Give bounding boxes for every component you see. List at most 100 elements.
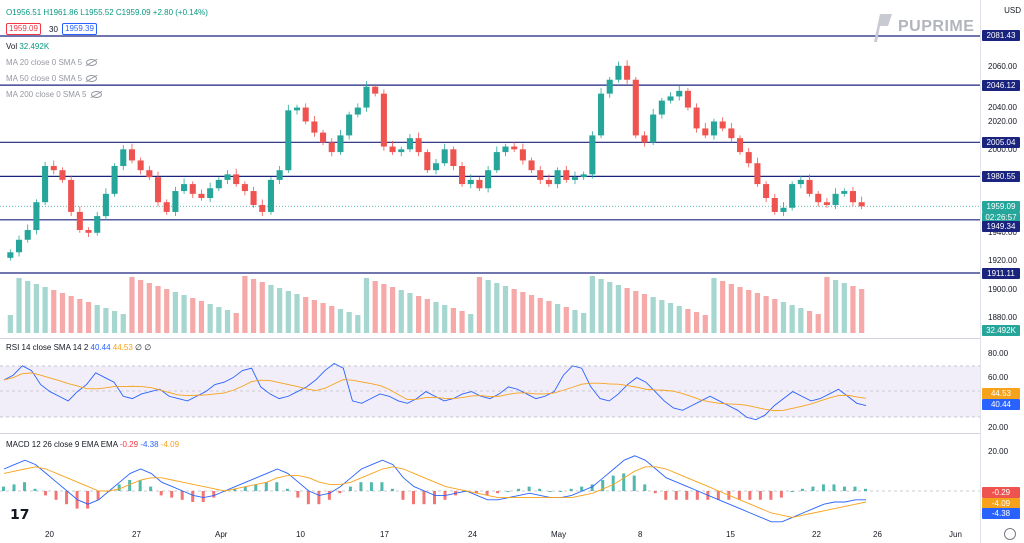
candle-body [806,179,813,194]
level-price-tag: 2046.12 [982,80,1020,91]
candle-body [259,204,266,212]
candle-body [285,110,292,171]
candle-body [50,166,57,171]
x-axis-tick: 27 [132,530,141,539]
volume-bar [224,310,231,333]
volume-tag: 32.492K [982,325,1020,336]
brand-name: PUPRIME [898,18,975,35]
macd-histogram-bar [411,491,415,505]
rsi-value-tag: 40.44 [982,399,1020,410]
candle-body [737,138,744,153]
candle-body [606,79,613,94]
candle-body [389,146,396,153]
macd-histogram-bar [611,475,615,491]
candle-body [728,128,735,139]
volume-bar [815,314,821,333]
volume-bar [146,283,152,333]
macd-histogram-bar [559,491,563,492]
candle-body [102,193,109,217]
buy-price-box[interactable]: 1959.39 [62,23,97,35]
price-chart-canvas[interactable] [0,0,980,543]
hidden-eye-icon[interactable] [90,91,102,99]
volume-bar [780,302,787,333]
volume-bar [207,304,213,333]
x-axis-tick: 26 [873,530,882,539]
macd-histogram-bar [864,488,867,491]
volume-bar [711,278,717,333]
volume-bar [607,282,613,333]
volume-bar [502,286,509,333]
candle-body [858,202,865,207]
price-axis-tick: 2020.00 [988,117,1017,126]
sell-price-box[interactable]: 1959.09 [6,23,41,35]
candle-body [372,86,379,94]
ma20-legend[interactable]: MA 20 close 0 SMA 5 [6,58,98,67]
candle-body [302,107,309,122]
candle-body [267,179,274,212]
volume-bar [641,294,648,333]
candle-body [320,132,327,143]
macd-histogram-bar [821,484,825,491]
candle-body [128,149,135,161]
volume-bar [555,304,561,333]
volume-bar [320,303,326,333]
hidden-eye-icon[interactable] [86,59,98,67]
volume-bar [198,301,205,333]
candle-body [684,90,691,108]
macd-histogram-bar [433,491,436,505]
volume-bar [398,290,404,333]
macd-histogram-bar [369,482,373,491]
rsi-band [0,366,980,417]
candle-body [780,207,787,212]
volume-bar [190,298,196,333]
candle-body [667,96,674,101]
macd-histogram-bar [517,488,521,491]
volume-bar [363,278,370,333]
candle-body [59,170,66,180]
candle-body [580,174,587,178]
candle-body [207,188,214,199]
rsi-line [3,362,867,421]
price-axis-tick: 1900.00 [988,285,1017,294]
candle-body [76,211,83,231]
candle-body [493,152,500,171]
candle-body [537,170,544,180]
macd-histogram-bar [622,473,626,491]
macd-line [3,455,866,523]
candle-body [328,142,335,153]
currency-label[interactable]: USD [1004,6,1021,15]
candle-body [224,174,231,180]
macd-histogram-bar [475,491,479,494]
candle-body [763,184,770,199]
macd-divider [0,433,1024,434]
ma50-legend[interactable]: MA 50 close 0 SMA 5 [6,74,98,83]
rsi-divider [0,338,1024,339]
candle-body [745,152,752,164]
volume-bar [311,300,317,333]
macd-histogram-bar [527,486,531,491]
rsi-sma-tag: 44.53 [982,388,1020,399]
volume-bar [720,281,726,333]
volume-bar [824,277,830,333]
hidden-eye-icon[interactable] [86,75,98,83]
last-price-tag: 1959.09 [982,201,1020,212]
candle-body [676,90,683,97]
volume-bar [485,280,491,333]
macd-signal-line [3,466,867,518]
candle-body [545,179,552,185]
ma200-legend[interactable]: MA 200 close 0 SMA 5 [6,90,102,99]
volume-bar [494,283,500,333]
macd-legend: MACD 12 26 close 9 EMA EMA -0.29 -4.38 -… [6,440,180,449]
rsi-axis-tick: 80.00 [988,349,1009,358]
macd-hist-tag: -0.29 [982,487,1020,498]
volume-bar [216,307,222,333]
macd-histogram-bar [664,491,668,500]
macd-histogram-bar [716,491,720,500]
macd-value-tag: -4.38 [982,508,1020,519]
x-axis-tick: 24 [468,530,477,539]
settings-gear-icon[interactable] [1004,528,1016,540]
macd-histogram-bar [201,491,205,502]
macd-histogram-bar [422,491,426,505]
candle-body [380,93,387,147]
macd-histogram-bar [390,488,394,491]
